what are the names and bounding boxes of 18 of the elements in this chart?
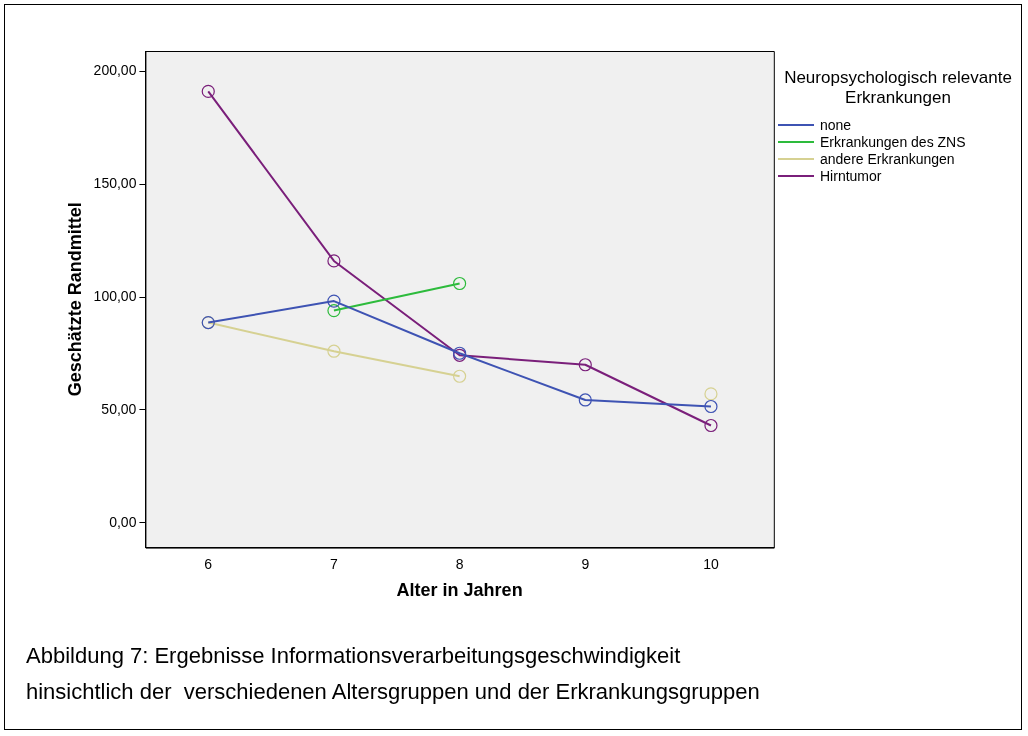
x-tick-label: 9: [581, 555, 590, 572]
legend-label: andere Erkrankungen: [820, 150, 955, 167]
x-tick-label: 6: [204, 555, 213, 572]
x-tick-label: 8: [455, 555, 464, 572]
y-tick-label: 200,00: [93, 62, 137, 79]
y-tick-label: 50,00: [101, 400, 137, 417]
y-tick-label: 100,00: [93, 287, 137, 304]
x-tick-label: 10: [703, 555, 719, 572]
legend-title: Neuropsychologisch relevante Erkrankungen: [783, 68, 1013, 108]
legend-label: Hirntumor: [820, 167, 882, 184]
legend-label: Erkrankungen des ZNS: [820, 133, 966, 150]
y-axis-title: Geschätzte Randmittel: [64, 202, 85, 397]
y-tick-label: 150,00: [93, 175, 137, 192]
text: Abbildung 7: Ergebnisse Informationsverarbeitungsgeschwindigkeit hinsichtlich der verschiedenen Altersgruppen und der Erkrankungsgruppen: [26, 642, 761, 706]
x-axis-title: Alter in Jahren: [396, 580, 523, 601]
y-tick-label: 0,00: [109, 513, 137, 530]
legend-label: none: [820, 116, 852, 133]
x-tick-label: 7: [330, 555, 339, 572]
